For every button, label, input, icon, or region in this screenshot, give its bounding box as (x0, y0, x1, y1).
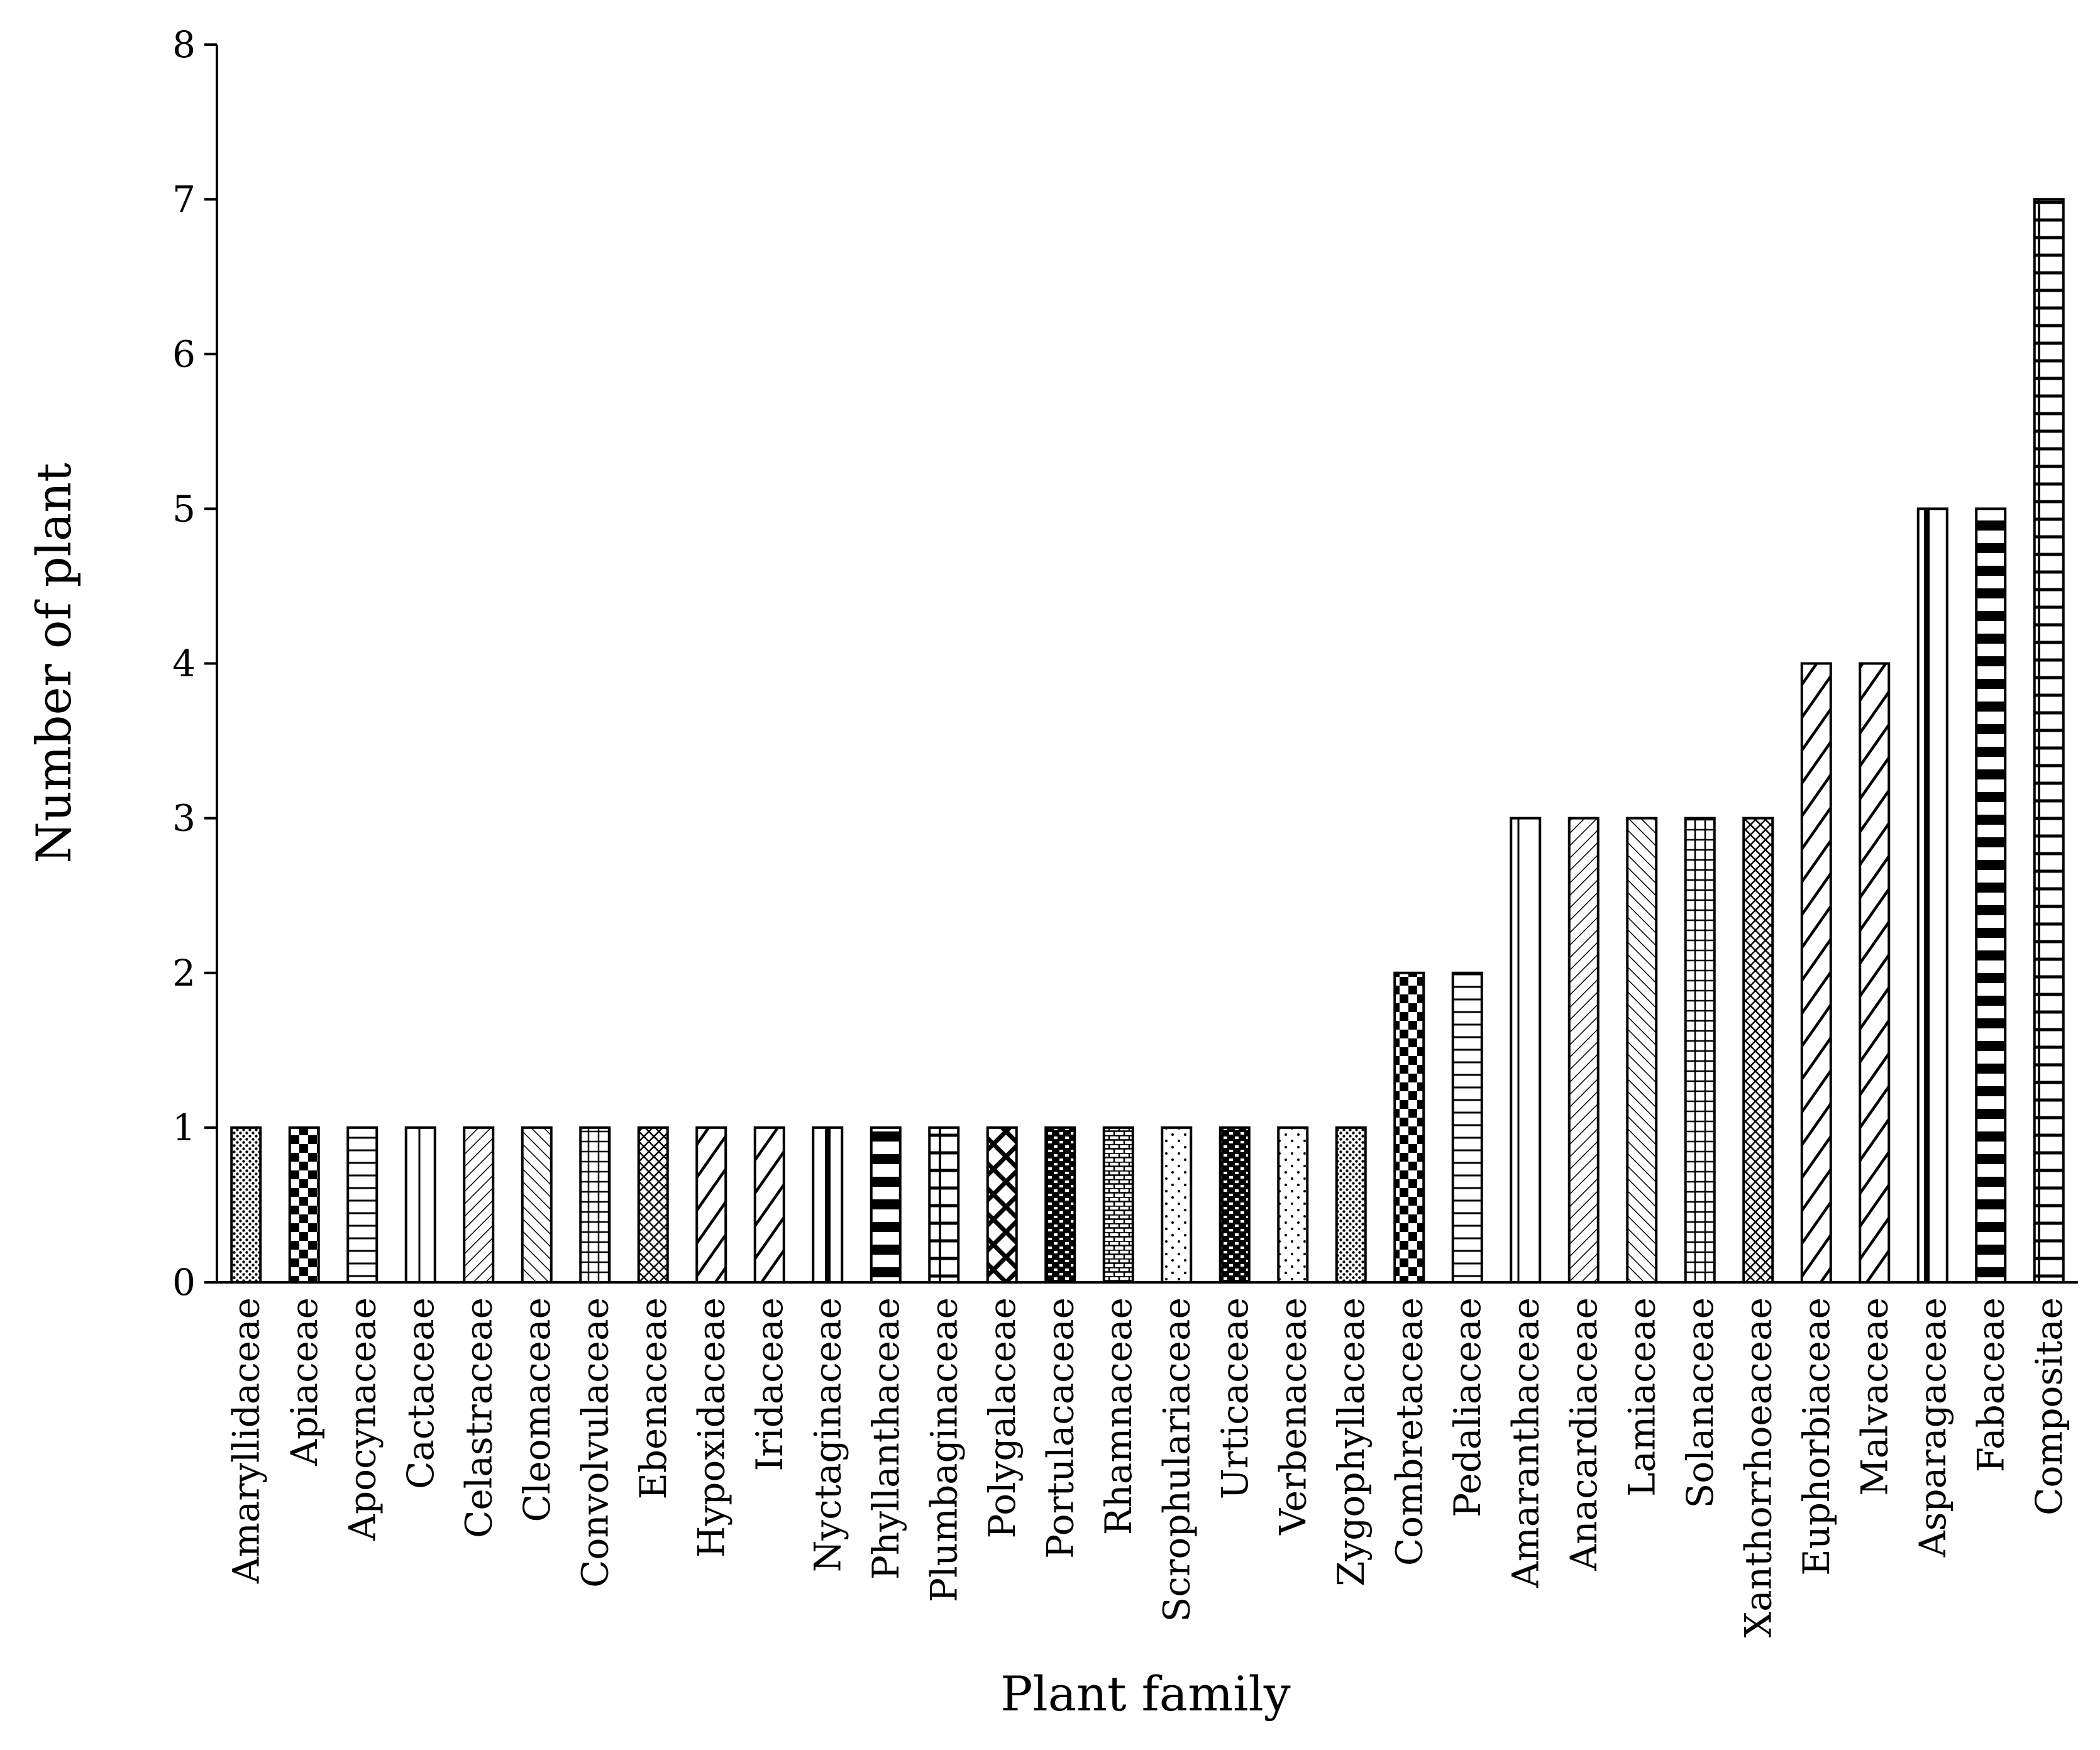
x-tick-label: Asparagaceae (1911, 1297, 1954, 1558)
x-tick-label: Ebenaceae (632, 1297, 675, 1499)
bar-plumbaginaceae (928, 1126, 960, 1284)
x-tick-label: Malvaceae (1853, 1297, 1896, 1496)
y-tick-label: 6 (172, 333, 196, 375)
x-tick-label: Solanaceae (1679, 1297, 1721, 1508)
x-axis-title: Plant family (1000, 1666, 1291, 1722)
x-tick-label: Compositae (2028, 1297, 2070, 1516)
x-tick-label: Amaryllidaceae (224, 1297, 267, 1584)
bar-lamiaceae (1626, 817, 1658, 1284)
x-tick-label: Anacardiaceae (1562, 1297, 1605, 1571)
bar-malvaceae (1859, 662, 1891, 1284)
bar-pedaliaceae (1451, 971, 1483, 1284)
bar-ebenaceae (637, 1126, 669, 1284)
bar-polygalaceae (986, 1126, 1018, 1284)
bar-asparagaceae (1916, 507, 1948, 1284)
y-tick-label: 3 (172, 797, 196, 840)
bar-verbenaceae (1277, 1126, 1309, 1284)
bar-portulacaceae (1044, 1126, 1076, 1284)
x-tick-label: Portulacaceae (1039, 1297, 1081, 1559)
x-tick-label: Convolvulaceae (573, 1297, 616, 1588)
x-tick-label: Amaranthaceae (1504, 1297, 1547, 1588)
x-tick-label: Hypoxidaceae (690, 1297, 732, 1558)
x-tick-label: Lamiaceae (1620, 1297, 1663, 1497)
bar-apiaceae (288, 1126, 320, 1284)
x-tick-label: Phyllanthaceae (865, 1297, 907, 1580)
y-tick-label: 2 (172, 952, 196, 994)
bar-combretaceae (1393, 971, 1425, 1284)
bar-compositae (2033, 198, 2065, 1284)
x-axis: Amaryllidaceae Apiaceae Apocynaceae Cactace… (217, 1281, 2078, 1637)
y-tick-label: 7 (172, 178, 196, 221)
y-axis: 0 1 2 3 4 5 6 7 8 (172, 23, 218, 1304)
bar-celastraceae (463, 1126, 495, 1284)
bar-fabaceae (1975, 507, 2007, 1284)
bar-anacardiaceae (1567, 817, 1600, 1284)
x-tick-label: Xanthorrhoeaceae (1737, 1297, 1779, 1637)
y-axis-ticks: 0 1 2 3 4 5 6 7 8 (172, 23, 217, 1304)
bar-nyctaginaceae (812, 1126, 844, 1284)
x-tick-label: Zygophyllaceae (1330, 1297, 1373, 1587)
x-tick-label: Urticaceae (1213, 1297, 1256, 1499)
bar-scrophulariaceae (1161, 1126, 1193, 1284)
x-tick-label: Rhamnaceae (1097, 1297, 1140, 1535)
y-tick-label: 8 (172, 23, 196, 66)
bar-apocynaceae (346, 1126, 379, 1284)
y-tick-label: 1 (172, 1106, 196, 1149)
bar-xanthorrhoeaceae (1742, 817, 1774, 1284)
x-tick-label: Verbenaceae (1271, 1297, 1314, 1536)
x-axis-labels: Amaryllidaceae Apiaceae Apocynaceae Cactace… (224, 1297, 2070, 1637)
x-tick-label: Plumbaginaceae (922, 1297, 965, 1602)
bar-hypoxidaceae (695, 1126, 727, 1284)
bar-zygophyllaceae (1335, 1126, 1367, 1284)
x-tick-label: Nyctaginaceae (806, 1297, 849, 1572)
bar-phyllanthaceae (870, 1126, 902, 1284)
x-tick-label: Apiaceae (283, 1297, 326, 1467)
x-tick-label: Cleomaceae (516, 1297, 558, 1522)
y-tick-label: 4 (172, 642, 196, 685)
y-tick-label: 5 (172, 487, 196, 530)
bar-euphorbiaceae (1800, 662, 1832, 1284)
bar-series (230, 198, 2065, 1284)
x-tick-label: Apocynaceae (341, 1297, 384, 1541)
y-axis-title: Number of plant (26, 463, 82, 863)
bar-solanaceae (1684, 817, 1716, 1284)
x-tick-label: Scrophulariaceae (1155, 1297, 1198, 1622)
x-tick-label: Iridaceae (748, 1297, 791, 1472)
x-tick-label: Celastraceae (457, 1297, 500, 1538)
bar-cleomaceae (521, 1126, 553, 1284)
bar-convolvulaceae (579, 1126, 611, 1284)
x-tick-label: Pedaliaceae (1446, 1297, 1489, 1517)
bar-amaryllidaceae (230, 1126, 262, 1284)
bar-urticaceae (1219, 1126, 1251, 1284)
x-tick-label: Polygalaceae (981, 1297, 1024, 1538)
bar-rhamnaceae (1102, 1126, 1134, 1284)
bar-cactaceae (404, 1126, 436, 1284)
x-tick-label: Fabaceae (1969, 1297, 2012, 1472)
x-tick-label: Combretaceae (1388, 1297, 1430, 1566)
bar-amaranthaceae (1510, 817, 1542, 1284)
bar-iridaceae (753, 1126, 785, 1284)
y-tick-label: 0 (172, 1261, 196, 1304)
x-tick-label: Euphorbiaceae (1795, 1297, 1838, 1576)
x-tick-label: Cactaceae (399, 1297, 442, 1489)
